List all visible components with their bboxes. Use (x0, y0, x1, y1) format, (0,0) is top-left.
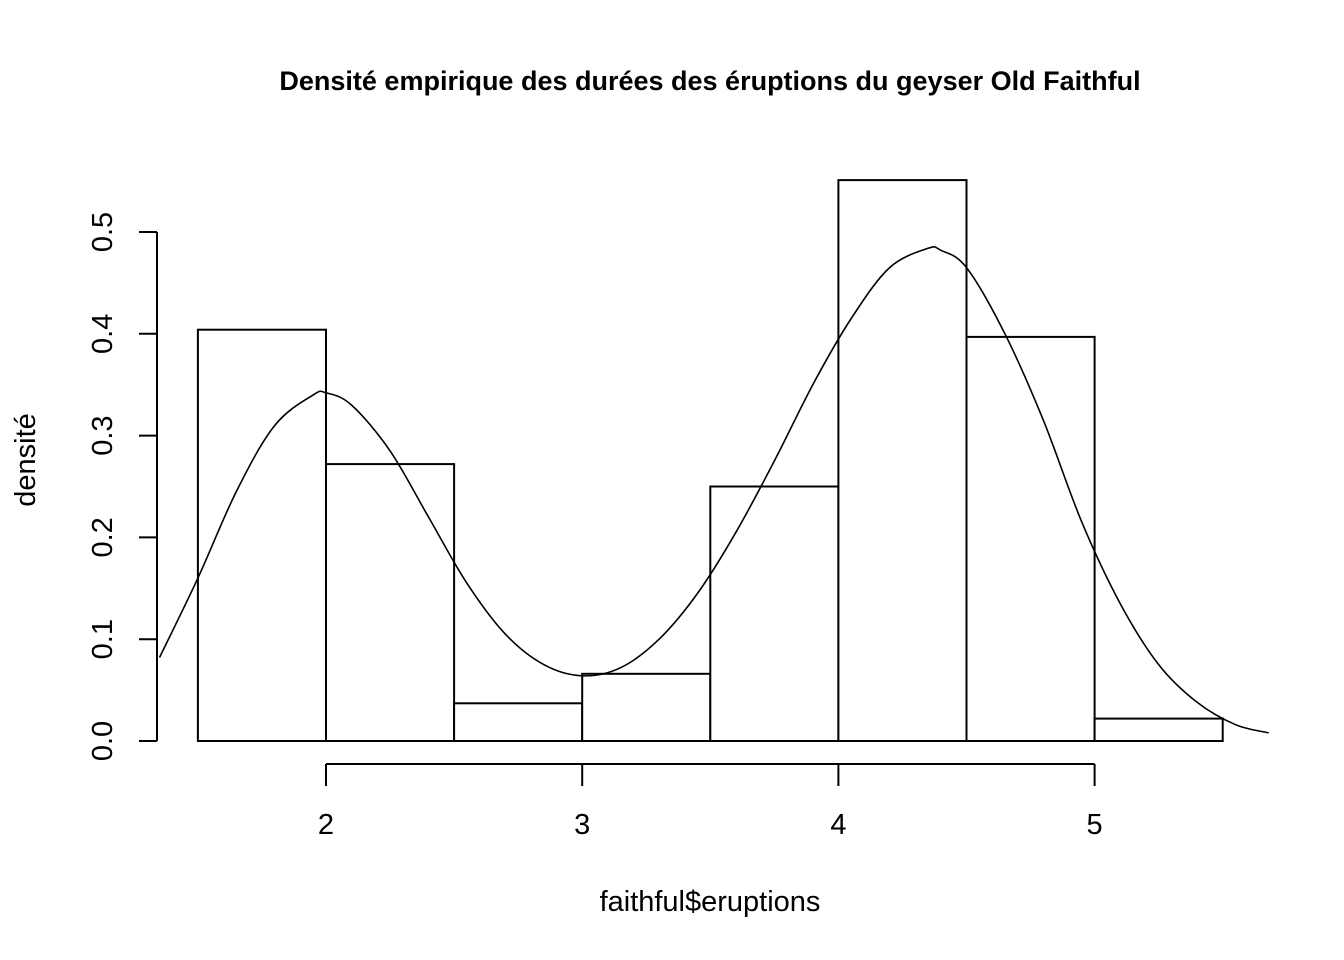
histogram-bars (196, 179, 1224, 743)
y-axis: 0.0 0.1 0.2 0.3 0.4 0.5 (87, 212, 158, 761)
x-tick-label: 3 (574, 809, 590, 841)
x-axis: 2 3 4 5 (318, 763, 1103, 841)
y-tick-label: 0.4 (87, 314, 119, 354)
histogram-bar (837, 179, 968, 743)
y-tick-label: 0.2 (87, 517, 119, 557)
histogram-bar (965, 335, 1096, 742)
y-axis-label: densité (10, 413, 42, 507)
y-tick-label: 0.3 (87, 415, 119, 455)
histogram-bar (196, 328, 327, 742)
y-tick-label: 0.5 (87, 212, 119, 252)
y-tick-label: 0.1 (87, 619, 119, 659)
histogram-bar (709, 485, 840, 742)
x-tick-label: 4 (830, 809, 846, 841)
x-tick-label: 2 (318, 809, 334, 841)
histogram-bar (453, 702, 584, 742)
density-curve (158, 246, 1269, 734)
x-tick-label: 5 (1087, 809, 1103, 841)
chart-title: Densité empirique des durées des éruptio… (279, 66, 1140, 96)
histogram-bar (325, 463, 456, 742)
histogram-bar (581, 672, 712, 742)
histogram-bar (1093, 717, 1224, 742)
x-axis-label: faithful$eruptions (600, 886, 821, 918)
y-tick-label: 0.0 (87, 721, 119, 761)
